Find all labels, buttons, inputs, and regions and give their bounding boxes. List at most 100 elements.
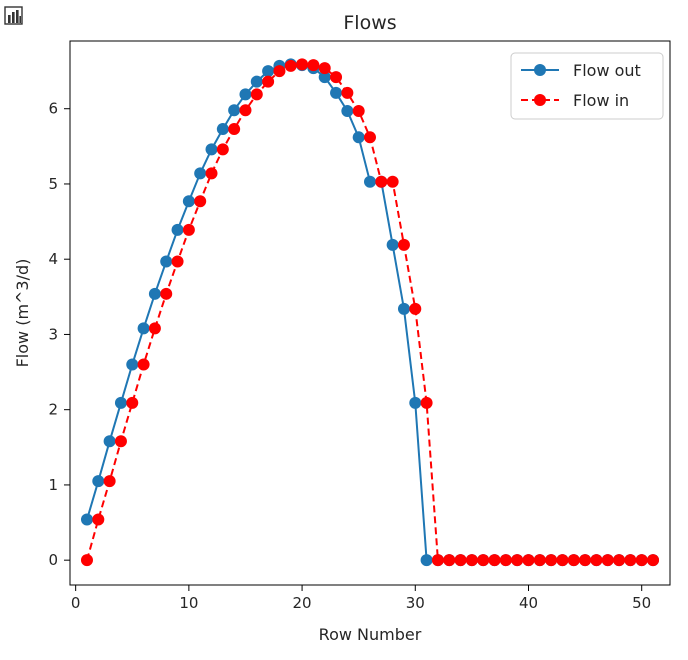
legend-marker-flow-out bbox=[534, 64, 546, 76]
flow-in-point bbox=[250, 88, 263, 101]
flow-in-point bbox=[601, 554, 614, 567]
flow-out-point bbox=[330, 86, 343, 99]
flow-in-point bbox=[443, 554, 456, 567]
bar-chart-icon[interactable] bbox=[4, 6, 24, 26]
flow-out-point bbox=[228, 104, 241, 117]
flow-in-point bbox=[126, 396, 139, 409]
flow-in-point bbox=[364, 131, 376, 144]
x-axis-label: Row Number bbox=[319, 625, 422, 644]
y-tick-label: 4 bbox=[48, 250, 58, 268]
flow-out-point bbox=[103, 435, 116, 448]
y-tick-label: 3 bbox=[48, 325, 58, 343]
flow-in-point bbox=[205, 167, 218, 180]
flow-out-point bbox=[194, 167, 207, 180]
x-tick-label: 20 bbox=[293, 594, 312, 612]
flow-in-point bbox=[590, 554, 603, 567]
flow-out-point bbox=[126, 358, 139, 371]
flow-in-point bbox=[194, 195, 207, 208]
flow-in-point bbox=[635, 554, 648, 567]
flow-in-point bbox=[431, 554, 444, 567]
y-tick-label: 5 bbox=[48, 175, 58, 193]
flow-out-point bbox=[182, 195, 195, 208]
flow-out-point bbox=[397, 302, 410, 315]
flow-out-point bbox=[364, 175, 376, 188]
flow-in-point bbox=[409, 302, 422, 315]
flow-out-point bbox=[262, 65, 275, 78]
flow-in-point bbox=[284, 59, 297, 72]
flow-out-point bbox=[420, 554, 433, 567]
flow-in-point bbox=[545, 554, 558, 567]
flow-out-point bbox=[148, 287, 161, 300]
flow-out-point bbox=[239, 88, 252, 101]
y-tick-label: 6 bbox=[48, 100, 58, 118]
flow-out-point bbox=[92, 475, 105, 488]
flow-in-point bbox=[92, 513, 105, 526]
flow-in-point bbox=[296, 58, 309, 71]
flow-in-point bbox=[103, 475, 116, 488]
flow-in-point bbox=[488, 554, 501, 567]
flow-in-point bbox=[330, 71, 343, 84]
flow-in-point bbox=[273, 65, 286, 78]
flow-in-point bbox=[341, 86, 354, 99]
flow-in-point bbox=[216, 143, 229, 156]
flow-in-point bbox=[160, 287, 173, 300]
y-tick-label: 1 bbox=[48, 476, 58, 494]
flow-in-point bbox=[148, 322, 161, 335]
flow-in-point bbox=[511, 554, 524, 567]
legend-label-flow-out: Flow out bbox=[573, 61, 641, 80]
flow-in-point bbox=[624, 554, 637, 567]
flow-in-point bbox=[420, 396, 433, 409]
flow-in-point bbox=[375, 175, 388, 188]
legend-label-flow-in: Flow in bbox=[573, 91, 629, 110]
flow-out-point bbox=[386, 238, 399, 251]
flow-in-point bbox=[80, 554, 93, 567]
flow-in-point bbox=[239, 104, 252, 117]
flow-in-point bbox=[318, 62, 331, 75]
legend-marker-flow-in bbox=[534, 94, 546, 106]
flow-out-point bbox=[250, 75, 263, 88]
flow-out-point bbox=[409, 396, 422, 409]
x-tick-label: 30 bbox=[406, 594, 425, 612]
y-axis-label: Flow (m^3/d) bbox=[13, 259, 32, 368]
y-tick-label: 2 bbox=[48, 401, 58, 419]
flow-in-point bbox=[386, 175, 399, 188]
flow-in-point bbox=[647, 554, 660, 567]
flow-in-point bbox=[567, 554, 580, 567]
flow-out-point bbox=[80, 513, 93, 526]
flow-in-point bbox=[228, 123, 241, 136]
x-tick-label: 40 bbox=[519, 594, 538, 612]
flow-in-point bbox=[262, 75, 275, 88]
flow-out-point bbox=[114, 396, 127, 409]
flow-out-point bbox=[341, 104, 354, 117]
x-tick-label: 0 bbox=[71, 594, 81, 612]
flow-in-point bbox=[171, 255, 184, 268]
flow-in-point bbox=[397, 238, 410, 251]
x-tick-label: 10 bbox=[179, 594, 198, 612]
flow-out-point bbox=[216, 123, 229, 136]
flow-in-point bbox=[556, 554, 569, 567]
y-tick-label: 0 bbox=[48, 551, 58, 569]
flow-out-point bbox=[171, 223, 184, 236]
chart-title: Flows bbox=[343, 12, 396, 34]
flow-out-point bbox=[137, 322, 150, 335]
flow-in-point bbox=[613, 554, 626, 567]
flow-in-point bbox=[352, 104, 365, 117]
flow-in-point bbox=[499, 554, 512, 567]
flow-in-point bbox=[182, 223, 195, 236]
flow-in-point bbox=[477, 554, 490, 567]
flow-out-point bbox=[205, 143, 218, 156]
flow-in-point bbox=[465, 554, 478, 567]
flow-out-point bbox=[318, 71, 331, 84]
flow-in-point bbox=[579, 554, 592, 567]
flow-out-point bbox=[352, 131, 365, 144]
flow-in-point bbox=[454, 554, 467, 567]
x-tick-label: 50 bbox=[632, 594, 651, 612]
flow-in-point bbox=[522, 554, 535, 567]
plot-frame bbox=[69, 40, 671, 586]
flow-in-point bbox=[533, 554, 546, 567]
flow-in-point bbox=[307, 59, 320, 72]
plot-area: 0 10 20 30 40 50 0 1 2 3 4 5 6 Flow out Flow in bbox=[48, 40, 671, 612]
flow-in-point bbox=[137, 358, 150, 371]
flow-out-point bbox=[160, 255, 173, 268]
